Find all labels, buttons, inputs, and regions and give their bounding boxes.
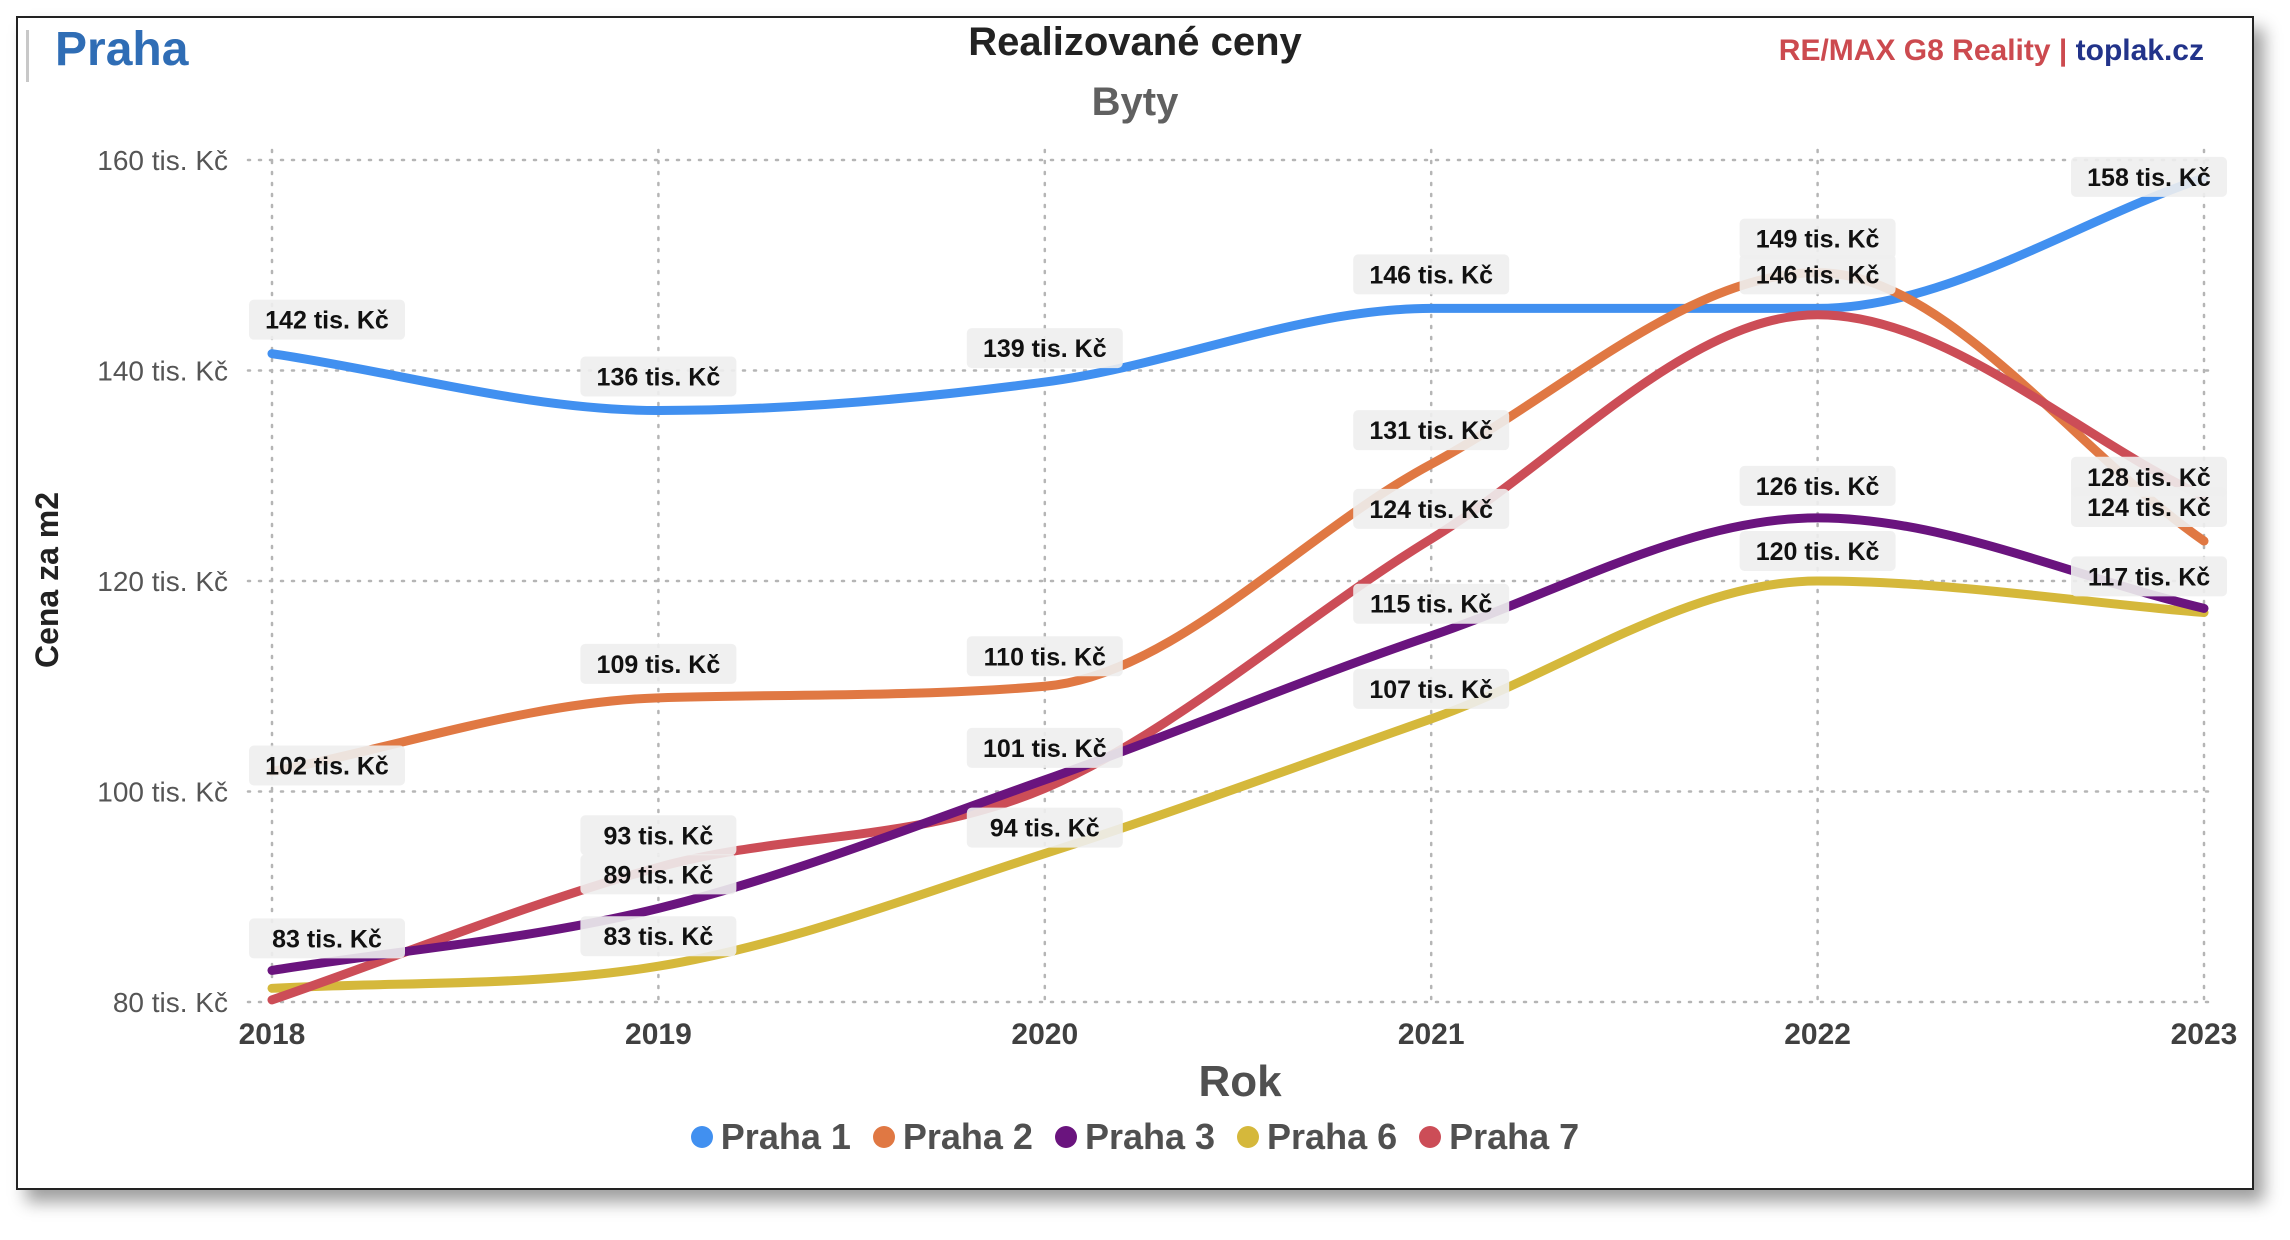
x-tick-label: 2022: [1784, 1018, 1851, 1051]
data-label-bg: [1353, 254, 1510, 295]
data-label-bg: [1739, 465, 1896, 506]
data-label: 136 tis. Kč: [597, 363, 721, 391]
data-label: 83 tis. Kč: [604, 923, 714, 951]
y-tick-label: 140 tis. Kč: [97, 356, 228, 387]
data-label-bg: [1739, 254, 1896, 295]
x-tick-label: 2023: [2171, 1018, 2238, 1051]
data-label-bg: [1353, 410, 1510, 451]
data-label: 128 tis. Kč: [2087, 464, 2211, 492]
data-label-bg: [966, 636, 1123, 677]
data-label-bg: [1739, 218, 1896, 259]
data-label: 149 tis. Kč: [1756, 226, 1880, 254]
series-line-praha-7: [267, 310, 2209, 1005]
data-label: 139 tis. Kč: [983, 335, 1107, 363]
x-tick-label: 2020: [1011, 1018, 1078, 1051]
legend-label: Praha 7: [1449, 1116, 1580, 1157]
legend-marker-icon: [1419, 1126, 1442, 1148]
data-label: 124 tis. Kč: [2087, 494, 2211, 522]
series-line-praha-6: [267, 576, 2209, 993]
y-tick-label: 160 tis. Kč: [97, 145, 228, 176]
y-tick-label: 80 tis. Kč: [113, 987, 228, 1018]
y-axis-ticks: 80 tis. Kč 100 tis. Kč 120 tis. Kč 140 tis.…: [97, 145, 228, 1018]
legend-item[interactable]: Praha 3: [1054, 1116, 1216, 1158]
data-label-bg: [1353, 583, 1510, 624]
data-label-bg: [2071, 156, 2227, 197]
legend-item[interactable]: Praha 2: [872, 1116, 1033, 1158]
legend-marker-icon: [872, 1126, 895, 1148]
data-label-bg: [249, 745, 405, 786]
data-label: 146 tis. Kč: [1756, 261, 1880, 289]
data-label-bg: [1739, 531, 1896, 571]
data-label: 124 tis. Kč: [1369, 496, 1493, 524]
data-label: 89 tis. Kč: [604, 861, 714, 889]
legend-marker-icon: [1054, 1126, 1077, 1148]
x-tick-label: 2021: [1398, 1018, 1465, 1051]
data-labels: 142 tis. Kč 136 tis. Kč 139 tis. Kč 146 tis…: [249, 156, 2227, 959]
chart-frame: [16, 16, 2254, 1190]
x-axis-ticks: 2018 2019 2020 2021 2022 2023: [239, 1018, 2238, 1051]
x-axis-title: Rok: [1198, 1057, 1282, 1106]
data-label-bg: [1353, 488, 1510, 529]
y-tick-label: 120 tis. Kč: [97, 566, 228, 597]
brand-name: RE/MAX G8 Reality: [1778, 34, 2051, 67]
data-label: 110 tis. Kč: [984, 643, 1106, 671]
y-axis-title: Cena za m2: [29, 492, 65, 668]
legend-item[interactable]: Praha 7: [1419, 1116, 1579, 1158]
brand-separator: |: [2050, 34, 2076, 67]
data-label-bg: [249, 299, 405, 340]
data-label: 94 tis. Kč: [990, 815, 1100, 843]
data-label-bg: [2071, 487, 2227, 528]
legend-label: Praha 6: [1267, 1116, 1398, 1157]
brand-credit: RE/MAX G8 Reality | toplak.cz: [1779, 34, 2204, 68]
series-lines: [267, 173, 2209, 1005]
data-label-bg: [580, 643, 737, 684]
data-label-bg: [2071, 456, 2227, 497]
data-label: 93 tis. Kč: [604, 822, 714, 850]
legend-label: Praha 2: [902, 1116, 1033, 1157]
chart-subtitle: Byty: [1091, 80, 1179, 124]
legend-label: Praha 1: [720, 1116, 851, 1157]
data-label: 126 tis. Kč: [1756, 473, 1880, 501]
data-label: 107 tis. Kč: [1369, 676, 1493, 704]
data-label-bg: [966, 328, 1123, 369]
data-label-bg: [2071, 556, 2227, 597]
data-label: 146 tis. Kč: [1369, 261, 1493, 289]
legend-marker-icon: [690, 1126, 713, 1148]
data-label-bg: [580, 854, 737, 895]
city-label: Praha: [55, 23, 189, 76]
data-label-bg: [1353, 668, 1510, 709]
data-label-bg: [966, 807, 1123, 848]
data-label-bg: [580, 916, 737, 957]
data-label: 120 tis. Kč: [1756, 538, 1880, 566]
data-label: 102 tis. Kč: [265, 753, 389, 781]
series-line-praha-2: [267, 268, 2209, 777]
legend-item[interactable]: Praha 1: [690, 1116, 851, 1158]
data-label: 101 tis. Kč: [983, 735, 1107, 763]
legend-marker-icon: [1237, 1126, 1260, 1148]
data-label: 158 tis. Kč: [2087, 164, 2211, 192]
data-label: 109 tis. Kč: [597, 651, 721, 679]
y-tick-label: 100 tis. Kč: [97, 777, 228, 808]
data-label: 131 tis. Kč: [1369, 417, 1493, 445]
data-label-bg: [966, 727, 1123, 768]
data-label-bg: [249, 918, 405, 959]
chart-title: Realizované ceny: [968, 20, 1302, 64]
data-label-bg: [580, 356, 737, 397]
legend: Praha 1 Praha 2 Praha 3 Praha 6 Praha 7: [0, 1116, 2270, 1158]
data-label-bg: [580, 815, 737, 856]
data-label: 115 tis. Kč: [1370, 591, 1492, 619]
series-line-praha-1: [267, 173, 2209, 415]
brand-site: toplak.cz: [2075, 34, 2204, 67]
corner-mark: [26, 30, 29, 82]
x-tick-label: 2019: [625, 1018, 692, 1051]
data-label: 142 tis. Kč: [265, 307, 389, 335]
legend-item[interactable]: Praha 6: [1237, 1116, 1397, 1158]
data-label: 83 tis. Kč: [272, 925, 382, 953]
data-label: 117 tis. Kč: [2088, 563, 2210, 591]
grid-lines: [246, 148, 2218, 1004]
x-tick-label: 2018: [239, 1018, 306, 1051]
legend-label: Praha 3: [1084, 1116, 1216, 1157]
